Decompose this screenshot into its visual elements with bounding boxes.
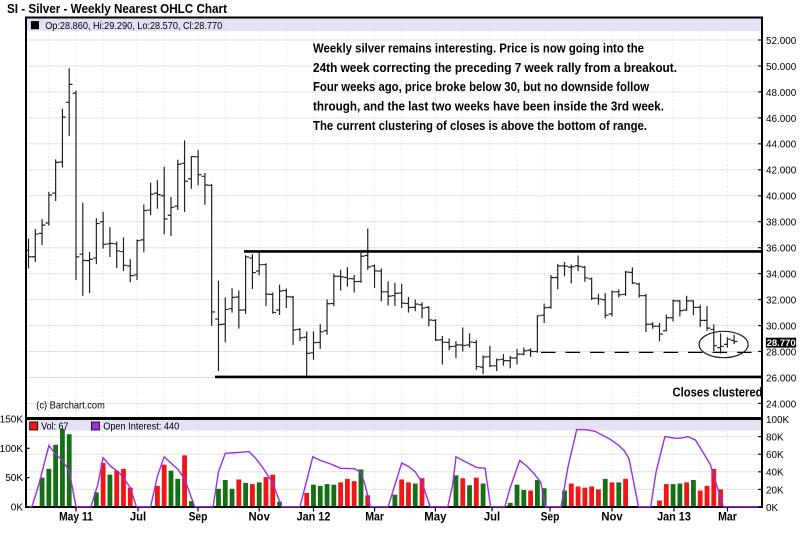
svg-text:Vol: 67: Vol: 67 — [41, 421, 68, 433]
svg-text:(c) Barchart.com: (c) Barchart.com — [36, 400, 105, 412]
svg-text:Mar: Mar — [365, 511, 384, 523]
svg-text:32.000: 32.000 — [766, 296, 797, 307]
svg-text:40K: 40K — [766, 468, 784, 479]
svg-text:30.000: 30.000 — [766, 322, 797, 333]
svg-text:28.770: 28.770 — [767, 338, 796, 349]
svg-text:44.000: 44.000 — [766, 140, 797, 151]
svg-text:46.000: 46.000 — [766, 114, 797, 125]
svg-text:Nov: Nov — [601, 511, 623, 523]
svg-text:Sep: Sep — [189, 511, 208, 523]
svg-text:48.000: 48.000 — [766, 88, 797, 99]
svg-text:150K: 150K — [0, 415, 23, 426]
svg-text:Jul: Jul — [484, 511, 500, 523]
svg-text:50K: 50K — [5, 473, 23, 484]
svg-text:Open Interest: 440: Open Interest: 440 — [103, 421, 179, 433]
svg-text:Nov: Nov — [249, 511, 271, 523]
svg-text:40.000: 40.000 — [766, 192, 797, 203]
svg-text:May: May — [424, 511, 447, 523]
svg-text:SI - Silver - Weekly Nearest O: SI - Silver - Weekly Nearest OHLC Chart — [7, 2, 228, 16]
svg-text:Closes clustered: Closes clustered — [673, 384, 763, 399]
svg-text:60K: 60K — [766, 450, 784, 461]
svg-text:20K: 20K — [766, 485, 784, 496]
svg-text:Jan 13: Jan 13 — [657, 511, 691, 523]
svg-text:Weekly silver remains interest: Weekly silver remains interesting. Price… — [313, 42, 644, 56]
svg-text:24th week correcting the prece: 24th week correcting the preceding 7 wee… — [313, 61, 677, 75]
svg-text:The current clustering of clos: The current clustering of closes is abov… — [313, 119, 647, 133]
svg-text:May 11: May 11 — [59, 511, 93, 523]
svg-text:42.000: 42.000 — [766, 166, 797, 177]
svg-text:through, and the last two week: through, and the last two weeks have bee… — [313, 100, 664, 114]
svg-text:Jul: Jul — [130, 511, 146, 523]
svg-text:36.000: 36.000 — [766, 244, 797, 255]
svg-text:Op:28.860, Hi:29.290, Lo:28.57: Op:28.860, Hi:29.290, Lo:28.570, Cl:28.7… — [45, 20, 222, 32]
svg-text:Sep: Sep — [541, 511, 560, 523]
svg-text:24.000: 24.000 — [766, 399, 797, 410]
svg-text:0K: 0K — [11, 503, 24, 514]
svg-text:80K: 80K — [766, 433, 784, 444]
svg-text:34.000: 34.000 — [766, 270, 797, 281]
svg-text:50.000: 50.000 — [766, 62, 797, 73]
svg-text:Mar: Mar — [718, 511, 737, 523]
svg-text:26.000: 26.000 — [766, 373, 797, 384]
svg-text:100K: 100K — [0, 444, 23, 455]
svg-text:100K: 100K — [766, 415, 789, 426]
svg-text:28.000: 28.000 — [766, 347, 797, 358]
svg-text:52.000: 52.000 — [766, 36, 797, 47]
svg-text:Four weeks ago, price broke be: Four weeks ago, price broke below 30, bu… — [313, 80, 649, 94]
svg-text:0K: 0K — [766, 503, 778, 514]
svg-text:Jan 12: Jan 12 — [297, 511, 331, 523]
svg-text:38.000: 38.000 — [766, 218, 797, 229]
